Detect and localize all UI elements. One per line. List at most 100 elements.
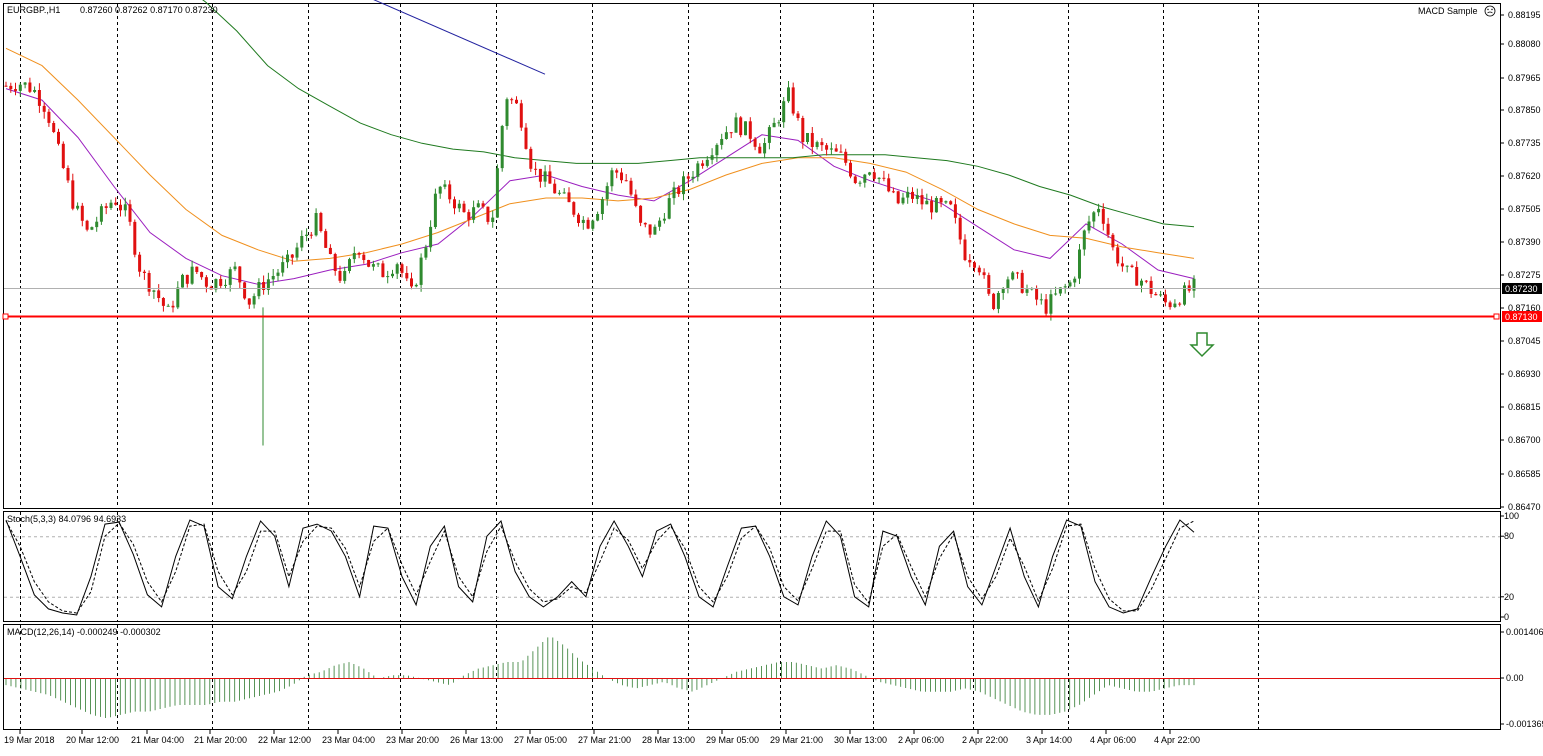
candle-body (1044, 299, 1048, 314)
candle-body (772, 122, 776, 128)
time-tick-label: 4 Apr 06:00 (1090, 735, 1136, 745)
candle-body (591, 220, 595, 229)
time-axis: 19 Mar 2018 20 Mar 12:00 21 Mar 04:00 21 Ma… (4, 730, 1200, 745)
candle-body (677, 187, 681, 194)
trendline[interactable] (340, 0, 546, 75)
candle-body (204, 277, 208, 287)
time-tick-label: 26 Mar 13:00 (450, 735, 503, 745)
candle-body (348, 259, 351, 271)
candle-body (152, 290, 156, 292)
vertical-gridlines (20, 4, 1259, 729)
candle-body (891, 191, 895, 193)
candle-body (553, 183, 557, 194)
candle-body (367, 260, 371, 267)
candle-body (810, 133, 814, 147)
sell-arrow-icon[interactable] (1189, 332, 1215, 358)
candle-body (1063, 286, 1067, 288)
price-axis: 0.88195 0.88080 0.87965 0.87850 0.87735 0.876… (1500, 10, 1541, 512)
candle-body (581, 219, 585, 223)
candle-body (930, 200, 934, 213)
candle-body (572, 202, 576, 215)
price-tick-label: 0.86470 (1508, 502, 1541, 512)
candle-body (696, 163, 700, 177)
candle-body (1140, 280, 1143, 286)
candle-body (286, 254, 289, 263)
candle-body (777, 122, 781, 124)
candle-body (515, 99, 518, 104)
candle-body (157, 290, 161, 298)
smiley-icon[interactable] (1484, 5, 1496, 17)
candle-body (262, 282, 266, 290)
candle-body (238, 266, 242, 283)
candle-body (391, 273, 394, 277)
candle-body (701, 163, 705, 166)
candle-body (820, 142, 824, 146)
candle-body (338, 271, 342, 281)
time-tick-label: 28 Mar 13:00 (642, 735, 695, 745)
candle-body (443, 184, 447, 187)
candle-body (1178, 303, 1182, 305)
time-tick-label: 2 Apr 06:00 (898, 735, 944, 745)
candle-body (1016, 272, 1019, 274)
candle-body (114, 202, 118, 205)
candle-body (1011, 272, 1015, 280)
candle-body (343, 271, 347, 281)
candle-body (610, 170, 614, 187)
candle-body (1120, 263, 1124, 267)
time-tick-label: 27 Mar 21:00 (578, 735, 631, 745)
price-tick-label: 0.87160 (1508, 303, 1541, 313)
candle-body (1001, 288, 1005, 293)
candle-body (1168, 302, 1172, 308)
candle-body (667, 198, 671, 219)
candle-body (161, 298, 165, 306)
main-pane-frame (3, 3, 1501, 509)
time-tick-label: 29 Mar 05:00 (706, 735, 759, 745)
candle-body (228, 269, 232, 285)
candle-body (42, 105, 46, 112)
candle-body (963, 239, 967, 260)
candle-body (1159, 294, 1163, 296)
candle-body (37, 90, 41, 106)
candle-body (748, 121, 752, 139)
candle-body (376, 263, 380, 265)
candle-body (691, 176, 695, 179)
candle-body (1006, 279, 1010, 289)
candle-body (185, 274, 189, 284)
candle-body (1082, 230, 1086, 250)
candle-body (639, 205, 643, 223)
candle-body (849, 162, 852, 177)
candle-body (548, 171, 552, 184)
candle-body (739, 117, 743, 136)
stoch-main-line (5, 519, 1195, 616)
candle-body (386, 276, 390, 278)
candle-body (219, 279, 223, 286)
candle-body (1058, 287, 1062, 294)
candle-body (634, 194, 638, 206)
candle-body (734, 117, 738, 133)
candle-body (1073, 278, 1077, 283)
candle-body (109, 202, 113, 208)
candle-body (14, 89, 17, 91)
candle-body (424, 247, 428, 258)
candle-body (66, 168, 70, 181)
support-line-handle-left[interactable] (2, 313, 9, 320)
candle-body (128, 204, 132, 222)
candle-body (9, 85, 13, 90)
candle-body (653, 226, 657, 235)
candle-body (658, 220, 662, 227)
support-line-handle-right[interactable] (1493, 313, 1500, 320)
price-tick-label: 0.87735 (1508, 138, 1541, 148)
current-price-tag-text: 0.87230 (1505, 284, 1538, 294)
candle-body (763, 143, 767, 154)
time-tick-label: 21 Mar 04:00 (131, 735, 184, 745)
candle-body (834, 148, 838, 152)
candle-body (729, 132, 733, 134)
ma-line-fast (5, 88, 1195, 285)
candle-body (505, 99, 509, 126)
ma-line-mid (5, 47, 1195, 262)
candle-body (405, 273, 409, 279)
candle-body (815, 142, 819, 147)
candle-body (295, 247, 299, 258)
